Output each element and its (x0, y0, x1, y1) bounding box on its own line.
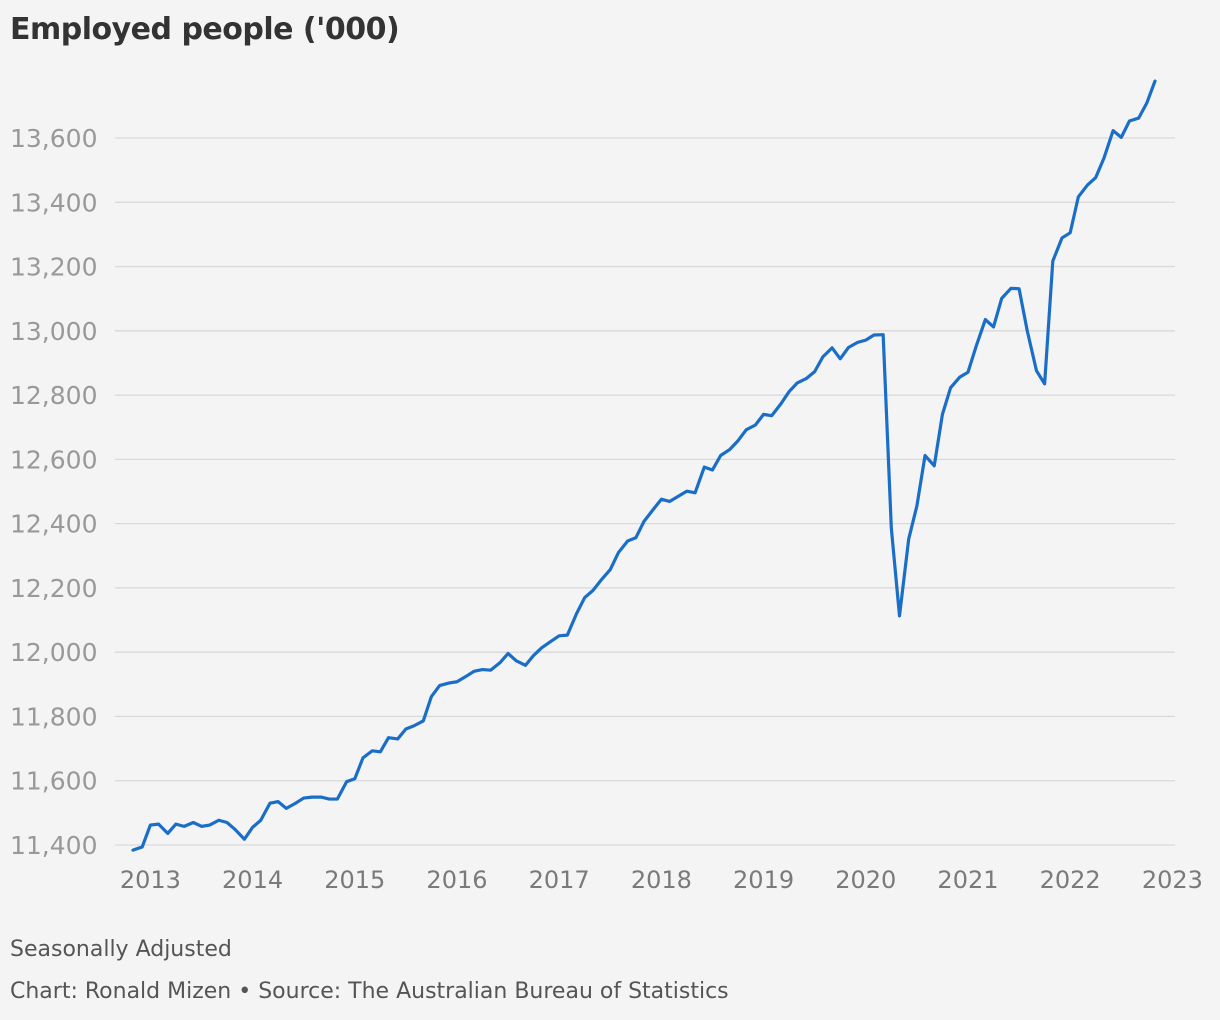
series-line (131, 79, 1157, 852)
y-tick-label: 12,200 (10, 574, 97, 603)
y-tick-label: 12,400 (10, 510, 97, 539)
x-tick-label: 2023 (1142, 866, 1203, 894)
x-tick-label: 2018 (631, 866, 692, 894)
y-tick-label: 12,800 (10, 381, 97, 410)
y-axis: 11,400 11,600 11,800 12,000 12,200 12,400 12,6… (10, 124, 97, 860)
chart-note: Seasonally Adjusted (10, 937, 232, 962)
gridlines (115, 137, 1175, 846)
x-tick-label: 2022 (1040, 866, 1101, 894)
x-tick-label: 2014 (222, 866, 283, 894)
chart-credit: Chart: Ronald Mizen • Source: The Austra… (10, 979, 729, 1004)
x-tick-label: 2020 (835, 866, 896, 894)
y-tick-label: 13,600 (10, 124, 97, 153)
x-tick-label: 2016 (426, 866, 487, 894)
x-tick-label: 2019 (733, 866, 794, 894)
x-tick-label: 2013 (120, 866, 181, 894)
y-tick-label: 13,400 (10, 188, 97, 217)
x-tick-label: 2015 (324, 866, 385, 894)
y-tick-label: 13,200 (10, 253, 97, 282)
y-tick-label: 11,600 (10, 767, 97, 796)
y-tick-label: 12,000 (10, 638, 97, 667)
y-tick-label: 11,400 (10, 831, 97, 860)
y-tick-label: 11,800 (10, 702, 97, 731)
y-tick-label: 12,600 (10, 445, 97, 474)
series (131, 79, 1157, 852)
x-tick-label: 2017 (529, 866, 590, 894)
x-tick-label: 2021 (937, 866, 998, 894)
chart-title: Employed people ('000) (10, 12, 400, 47)
y-tick-label: 13,000 (10, 317, 97, 346)
x-axis: 2013 2014 2015 2016 2017 2018 2019 2020 2021 2022… (120, 866, 1203, 894)
line-chart: 11,400 11,600 11,800 12,000 12,200 12,400 12,6… (10, 79, 1203, 894)
